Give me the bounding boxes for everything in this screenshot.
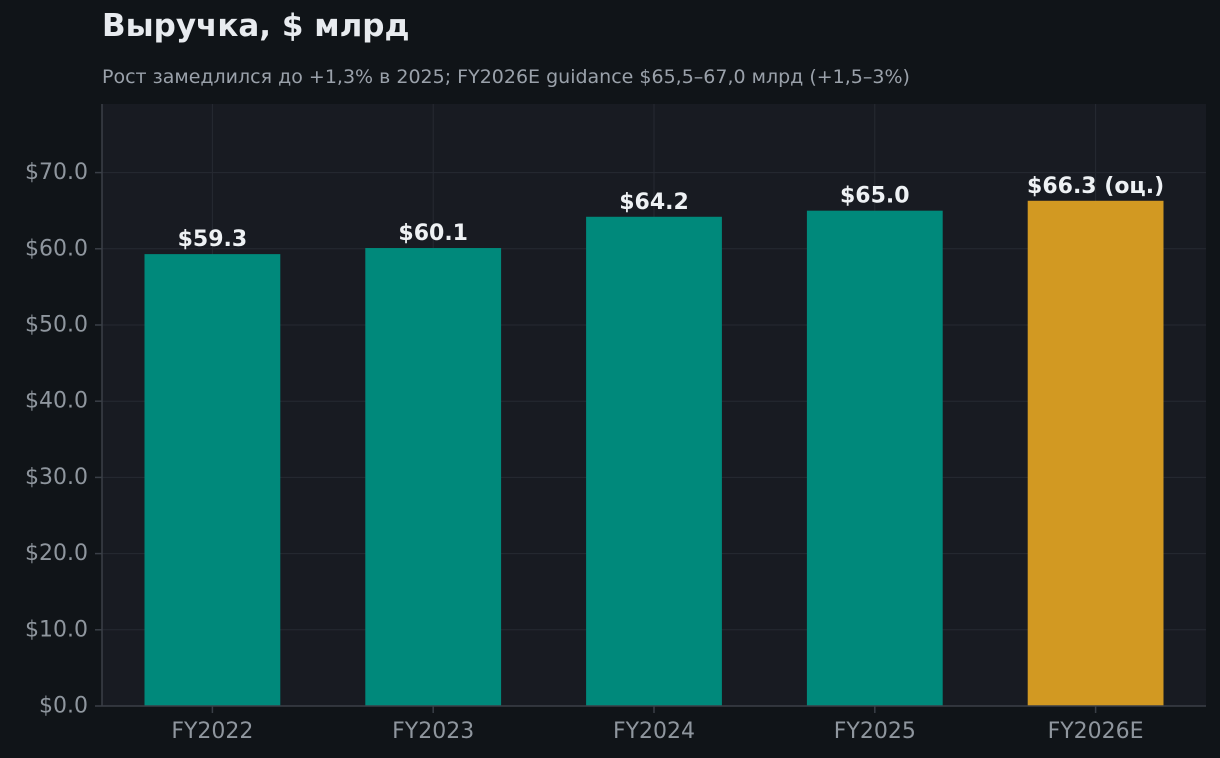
- y-tick-label: $60.0: [25, 236, 88, 261]
- x-tick-label: FY2026E: [1048, 719, 1144, 744]
- bar: [586, 216, 722, 707]
- y-tick-label: $0.0: [39, 694, 88, 719]
- x-tick-label: FY2024: [613, 719, 695, 744]
- bar-value-label: $60.1: [398, 221, 468, 246]
- x-tick-label: FY2025: [834, 719, 916, 744]
- y-tick-label: $30.0: [25, 465, 88, 490]
- y-tick-label: $70.0: [25, 160, 88, 185]
- bar-estimate: [1027, 200, 1164, 706]
- bar-value-label: $65.0: [840, 184, 910, 209]
- x-tick-label: FY2023: [392, 719, 474, 744]
- bar-value-label: $66.3 (оц.): [1027, 174, 1164, 199]
- chart-title: Выручка, $ млрд: [102, 8, 410, 44]
- chart-subtitle: Рост замедлился до +1,3% в 2025; FY2026E…: [102, 66, 910, 88]
- y-tick-label: $40.0: [25, 389, 88, 414]
- bar-value-label: $59.3: [178, 227, 248, 252]
- bar-value-label: $64.2: [619, 190, 689, 215]
- bar: [365, 248, 502, 707]
- x-tick-label: FY2022: [171, 719, 253, 744]
- y-tick-label: $50.0: [25, 312, 88, 337]
- y-tick-label: $10.0: [25, 617, 88, 642]
- bar: [806, 210, 943, 707]
- y-tick-label: $20.0: [25, 541, 88, 566]
- bar: [144, 254, 281, 706]
